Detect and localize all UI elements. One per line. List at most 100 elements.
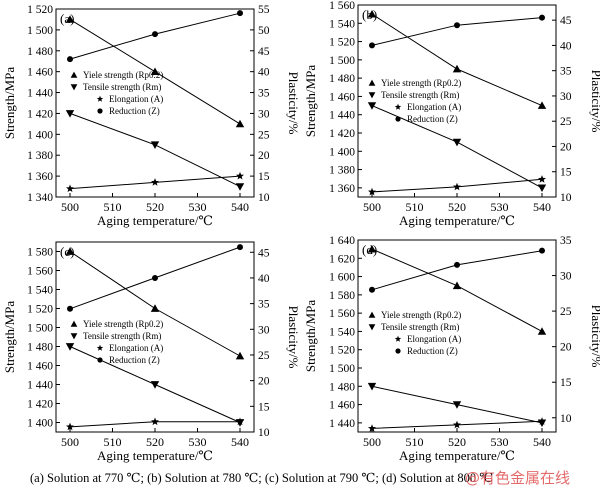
y-left-tick-label: 1 560 [329,0,355,12]
y-right-tick-label: 30 [560,271,572,283]
x-tick-label: 540 [533,200,551,214]
legend-marker-triangle-down [368,324,376,331]
data-point-triangle-up [367,9,377,18]
data-point-circle [539,247,545,254]
data-point-triangle-up [452,281,462,290]
data-point-circle [67,56,73,63]
caption-text: (a) Solution at 770 ℃; (b) Solution at 7… [30,471,494,485]
series-line-circle [371,17,543,46]
legend-label: Elongation (A) [109,343,163,353]
y-right-tick-label: 20 [258,376,270,388]
y-right-tick-label: 35 [560,235,572,247]
y-left-tick-label: 1 500 [27,323,53,335]
y-right-tick-label: 20 [560,342,572,354]
y-left-tick-label: 1 580 [329,290,355,302]
data-point-triangle-down [452,401,462,409]
x-tick-label: 530 [491,435,509,449]
x-tick-label: 500 [363,435,381,449]
x-tick-label: 520 [448,200,466,214]
legend-marker-star [394,103,402,110]
x-tick-label: 530 [491,200,509,214]
legend-marker-triangle-up [368,79,376,86]
legend-label: Elongation (A) [407,334,461,344]
data-point-triangle-down [235,183,245,191]
y-right-tick-label: 35 [560,66,572,78]
chart-panel-c: 500 510 520 530 540 Aging temperature/℃ 1 400 1… [2,241,301,463]
x-tick-label: 510 [104,435,122,449]
legend-label: Reduction (Z) [109,106,160,116]
legend-label: Tensile strength (Rm) [83,331,161,341]
y-left-tick-label: 1 360 [329,183,355,195]
y-left-tick-label: 1 440 [329,418,355,430]
y-left-tick-label: 1 500 [329,55,355,67]
x-tick-label: 520 [448,435,466,449]
data-point-star [236,417,244,426]
legend-label: Yiele strength (Rp0.2) [381,310,461,320]
y-right-tick-label: 55 [258,4,270,16]
legend-marker-triangle-down [368,92,376,99]
data-point-triangle-down [150,381,160,389]
y-right-tick-label: 15 [560,167,572,179]
y-left-tick-label: 1 500 [329,363,355,375]
data-point-star [66,184,74,193]
data-point-triangle-up [537,101,547,109]
y-right-tick-label: 15 [258,401,270,413]
y-left-tick-label: 1 440 [329,110,355,122]
y-left-tick-label: 1 420 [329,128,355,140]
y-left-tick-label: 1 380 [27,150,53,162]
legend-label: Reduction (Z) [407,346,458,356]
y-left-tick-label: 1 340 [27,192,53,204]
y-left-tick-label: 1 560 [329,308,355,320]
y-right-tick-label: 20 [258,150,270,162]
legend-label: Yiele strength (Rp0.2) [83,319,163,329]
x-tick-label: 500 [61,435,79,449]
legend-label: Tensile strength (Rm) [381,322,459,332]
y-right-tick-label: 25 [258,350,270,362]
y-left-tick-label: 1 480 [27,46,53,58]
data-point-circle [369,42,375,49]
data-point-triangle-up [537,327,547,335]
data-point-star [151,178,159,186]
legend-label: Reduction (Z) [407,114,458,124]
data-point-triangle-up [65,247,75,255]
data-point-triangle-up [150,304,160,312]
y-left-tick-label: 1 400 [329,146,355,158]
data-point-triangle-up [65,15,75,23]
data-point-circle [237,10,243,17]
data-point-star [368,187,376,196]
y-left-axis-label: Strength/MPa [303,65,318,137]
y-left-tick-label: 1 540 [329,18,355,30]
x-tick-label: 510 [406,200,424,214]
y-left-tick-label: 1 420 [27,108,53,120]
y-left-tick-label: 1 480 [329,73,355,85]
x-tick-label: 540 [231,435,249,449]
x-tick-label: 540 [231,200,249,214]
legend-marker-triangle-down [70,333,78,340]
x-axis-label: Aging temperature/℃ [97,448,213,463]
y-right-tick-label: 40 [560,40,572,52]
x-tick-label: 520 [146,200,164,214]
y-right-tick-label: 40 [258,273,270,285]
legend-marker-star [96,95,104,102]
legend-marker-triangle-up [368,311,376,318]
legend-label: Elongation (A) [407,102,461,112]
data-point-triangle-up [367,244,377,253]
y-right-tick-label: 25 [560,116,572,128]
y-left-axis-label: Strength/MPa [303,300,318,372]
chart-panel-a: 500 510 520 530 540 Aging temperature/℃ 1 340 1… [2,4,301,228]
data-point-triangle-down [537,184,547,193]
legend-label: Elongation (A) [109,94,163,104]
data-point-triangle-up [452,64,462,73]
y-left-axis-label: Strength/MPa [2,301,17,373]
y-right-tick-label: 25 [258,129,270,141]
y-left-tick-label: 1 540 [329,326,355,338]
x-axis-label: Aging temperature/℃ [399,213,515,228]
data-point-circle [67,305,73,312]
legend-marker-circle [395,348,401,354]
x-axis-label: Aging temperature/℃ [97,213,213,228]
x-tick-label: 530 [189,200,207,214]
y-left-tick-label: 1 460 [27,67,53,79]
y-right-axis-label: Plasticity/% [286,72,301,135]
y-left-tick-label: 1 420 [27,399,53,411]
y-left-tick-label: 1 640 [329,235,355,247]
